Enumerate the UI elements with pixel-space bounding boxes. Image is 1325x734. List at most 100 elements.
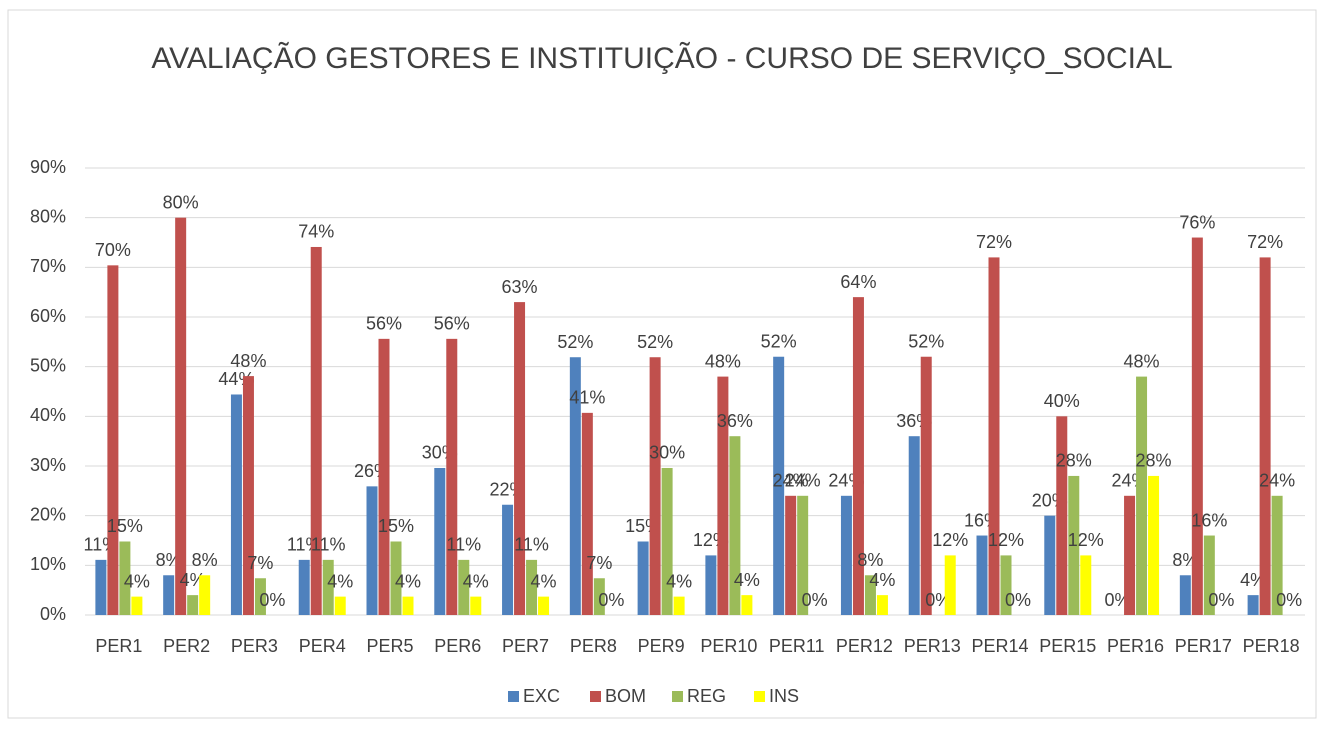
- x-tick-label: PER13: [904, 636, 961, 656]
- data-label: 4%: [869, 570, 895, 590]
- legend-label: EXC: [523, 686, 560, 706]
- bar: [1068, 475, 1080, 615]
- data-label: 8%: [192, 550, 218, 570]
- bar: [785, 495, 797, 615]
- bar: [1136, 376, 1148, 615]
- bar: [526, 559, 538, 615]
- bar: [514, 302, 526, 615]
- bar: [1044, 515, 1056, 615]
- legend-swatch: [672, 691, 683, 702]
- x-tick-label: PER11: [769, 636, 825, 656]
- bar: [1000, 555, 1012, 615]
- x-tick-label: PER9: [638, 636, 685, 656]
- bar: [852, 297, 864, 615]
- x-tick-label: PER16: [1107, 636, 1164, 656]
- data-label: 52%: [557, 332, 593, 352]
- bar: [322, 559, 334, 615]
- bar: [1203, 535, 1215, 615]
- data-label: 0%: [802, 590, 828, 610]
- bar: [163, 575, 175, 615]
- bar: [581, 412, 593, 615]
- bar: [378, 338, 390, 615]
- data-label: 48%: [230, 351, 266, 371]
- x-tick-label: PER10: [700, 636, 757, 656]
- data-label: 24%: [785, 471, 821, 491]
- x-tick-label: PER17: [1175, 636, 1232, 656]
- bar: [446, 338, 458, 615]
- data-label: 56%: [434, 314, 470, 334]
- data-label: 63%: [502, 277, 538, 297]
- bar: [729, 436, 741, 615]
- data-label: 16%: [1191, 510, 1227, 530]
- bar: [661, 467, 673, 615]
- bar: [988, 257, 1000, 615]
- data-label: 0%: [1005, 590, 1031, 610]
- bar: [944, 555, 956, 615]
- x-tick-label: PER2: [163, 636, 210, 656]
- data-label: 52%: [908, 331, 944, 351]
- bar: [1179, 575, 1191, 615]
- y-tick-label: 60%: [30, 306, 66, 326]
- y-tick-label: 0%: [40, 604, 66, 624]
- bar: [298, 559, 310, 615]
- data-label: 15%: [107, 516, 143, 536]
- bar: [1191, 237, 1203, 616]
- chart-title: AVALIAÇÃO GESTORES E INSTITUIÇÃO - CURSO…: [151, 41, 1172, 75]
- bar: [920, 356, 932, 615]
- data-label: 4%: [666, 571, 692, 591]
- data-label: 52%: [761, 331, 797, 351]
- y-tick-label: 40%: [30, 405, 66, 425]
- y-tick-label: 30%: [30, 455, 66, 475]
- bar: [119, 541, 131, 615]
- bar: [673, 596, 685, 615]
- bar: [502, 504, 514, 615]
- bar: [593, 578, 605, 615]
- data-label: 4%: [531, 571, 557, 591]
- bar: [334, 596, 346, 615]
- data-label: 52%: [637, 332, 673, 352]
- data-label: 8%: [857, 550, 883, 570]
- data-label: 48%: [1124, 351, 1160, 371]
- bar: [1148, 475, 1160, 615]
- bar: [310, 246, 322, 615]
- data-label: 36%: [717, 411, 753, 431]
- bar: [242, 376, 254, 615]
- bar: [538, 596, 550, 615]
- bar: [1247, 595, 1259, 615]
- data-label: 4%: [327, 571, 353, 591]
- data-label: 41%: [569, 388, 605, 408]
- x-tick-label: PER3: [231, 636, 278, 656]
- bar: [366, 486, 378, 615]
- data-label: 72%: [976, 232, 1012, 252]
- data-label: 11%: [311, 535, 346, 555]
- bar: [741, 595, 753, 615]
- y-tick-label: 80%: [30, 206, 66, 226]
- data-label: 56%: [366, 314, 402, 334]
- data-label: 12%: [1068, 530, 1104, 550]
- legend-swatch: [590, 691, 601, 702]
- bar: [402, 596, 414, 615]
- data-label: 64%: [840, 272, 876, 292]
- legend-label: BOM: [605, 686, 646, 706]
- bar: [107, 265, 119, 615]
- bar: [876, 595, 888, 615]
- x-tick-label: PER1: [95, 636, 142, 656]
- data-label: 74%: [298, 222, 334, 242]
- data-label: 11%: [514, 535, 549, 555]
- y-tick-label: 10%: [30, 554, 66, 574]
- data-label: 76%: [1179, 212, 1215, 232]
- bar: [434, 467, 446, 615]
- bar: [1080, 555, 1092, 615]
- bar: [797, 495, 809, 615]
- bar: [705, 555, 717, 615]
- y-tick-label: 70%: [30, 256, 66, 276]
- y-tick-label: 20%: [30, 504, 66, 524]
- data-label: 4%: [124, 571, 150, 591]
- data-label: 4%: [734, 570, 760, 590]
- data-label: 72%: [1247, 232, 1283, 252]
- bar: [458, 559, 470, 615]
- bar: [840, 495, 852, 615]
- data-label: 28%: [1056, 451, 1092, 471]
- bar: [95, 559, 107, 615]
